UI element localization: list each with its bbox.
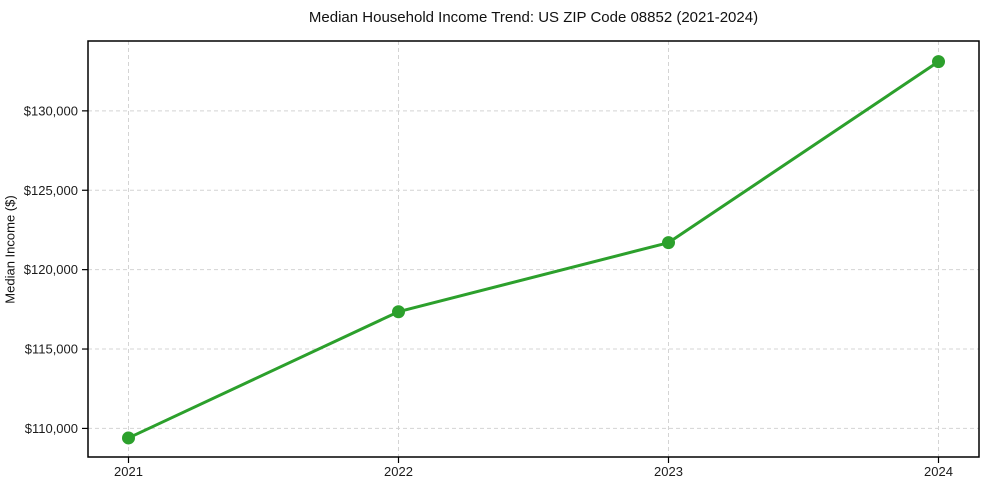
y-tick-label: $110,000 (25, 421, 78, 436)
y-tick-label: $115,000 (25, 342, 78, 357)
x-tick-label: 2024 (924, 464, 953, 479)
data-point-2022 (392, 305, 405, 319)
data-point-2023 (662, 236, 675, 250)
y-tick-label: $125,000 (24, 183, 78, 198)
y-tick-label: $120,000 (24, 262, 78, 277)
chart-title: Median Household Income Trend: US ZIP Co… (308, 9, 759, 26)
plot-border (87, 40, 980, 458)
x-tick-label: 2021 (114, 464, 143, 479)
data-point-2024 (932, 55, 945, 69)
trend-line (127, 60, 940, 440)
x-tick-label: 2023 (654, 464, 683, 479)
x-tick-label: 2022 (384, 464, 413, 479)
y-axis-label: Median Income ($) (2, 195, 18, 304)
y-tick-label: $130,000 (24, 103, 78, 118)
data-point-2021 (122, 431, 135, 445)
